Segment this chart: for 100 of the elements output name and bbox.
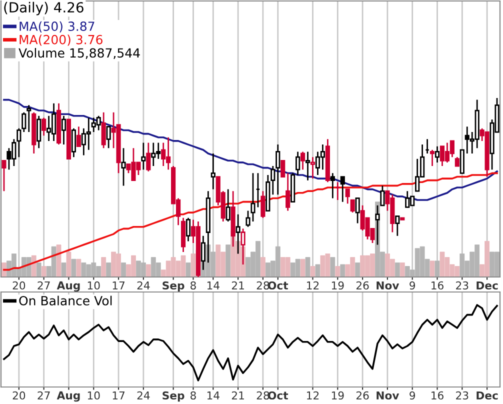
bar: [71, 258, 76, 277]
candlestick: [210, 152, 216, 190]
x-tick-label: 16: [432, 281, 444, 290]
candlestick: [36, 115, 42, 149]
candlestick: [355, 198, 360, 224]
bar: [430, 260, 435, 277]
candlestick: [296, 151, 300, 176]
x-tick-label: 23: [456, 281, 468, 290]
x-tick-label: 9: [410, 391, 416, 400]
bar: [340, 264, 346, 277]
candlestick: [266, 174, 270, 212]
x-tick-label: 16: [432, 391, 444, 400]
bar: [186, 262, 191, 277]
candlestick: [76, 126, 81, 148]
candlestick: [66, 118, 72, 160]
x-tick-label: 20: [12, 391, 26, 400]
bar: [146, 264, 151, 277]
candlestick: [335, 181, 340, 201]
legend-label: On Balance Vol: [19, 296, 112, 306]
x-tick-label: 28: [256, 391, 270, 400]
candlestick: [186, 217, 191, 242]
x-tick-label: Sep: [162, 391, 184, 402]
bar: [305, 257, 310, 277]
candlestick: [26, 104, 32, 133]
x-tick-label: 10: [88, 391, 100, 400]
x-tick-label: Dec: [476, 392, 498, 400]
candlestick: [246, 210, 250, 228]
x-tick-label: 12: [307, 391, 319, 400]
bar: [101, 257, 106, 277]
candlestick: [42, 116, 46, 136]
x-tick-label: 26: [356, 391, 369, 400]
x-tick-label: 24: [137, 281, 150, 290]
candlestick: [16, 128, 22, 158]
x-tick-label: Aug: [56, 281, 80, 292]
legend-label: Volume 15,887,544: [18, 48, 140, 59]
chart-title: (Daily) 4.26: [4, 2, 84, 16]
candlestick: [250, 172, 256, 222]
x-tick-label: 27: [38, 391, 50, 400]
bar: [36, 262, 42, 277]
candlestick: [280, 160, 286, 178]
x-tick-label: 14: [207, 392, 220, 400]
candlestick: [425, 138, 430, 154]
x-tick-label: 12: [307, 281, 319, 290]
x-tick-label: Aug: [56, 391, 80, 402]
legend-label: MA(50) 3.87: [20, 21, 94, 32]
x-tick-label: 20: [12, 281, 26, 290]
bar: [2, 262, 6, 277]
candlestick: [270, 165, 276, 196]
x-tick-label: Oct: [268, 281, 288, 290]
candlestick: [325, 138, 330, 183]
candlestick: [430, 149, 435, 167]
candlestick: [350, 199, 355, 214]
bar: [121, 262, 126, 277]
candlestick: [121, 147, 126, 186]
x-tick-label: 8: [190, 391, 196, 400]
bar: [106, 262, 112, 277]
x-tick-label: Oct: [268, 391, 288, 400]
x-tick-label: 21: [232, 281, 244, 290]
bar: [400, 262, 405, 277]
bar: [300, 258, 306, 277]
bar: [310, 266, 316, 277]
x-tick-label: 17: [112, 282, 124, 290]
bar: [355, 262, 360, 277]
candlestick: [400, 217, 405, 220]
bar: [434, 260, 440, 277]
candlestick: [61, 115, 66, 146]
x-tick-label: 14: [207, 282, 220, 290]
x-tick-label: 19: [332, 281, 344, 290]
x-tick-label: 9: [410, 281, 416, 290]
candlestick: [434, 146, 440, 164]
candlestick: [180, 217, 186, 253]
x-tick-label: Nov: [376, 282, 400, 290]
x-tick-label: Dec: [476, 282, 498, 290]
bar: [330, 257, 336, 277]
bar: [260, 257, 266, 277]
x-tick-label: Nov: [376, 392, 400, 400]
bar: [315, 264, 320, 277]
candlestick: [141, 142, 146, 170]
candlestick: [256, 172, 260, 208]
x-tick-label: 28: [256, 281, 270, 290]
x-tick-label: 17: [112, 392, 124, 400]
bar: [335, 266, 340, 277]
candlestick: [71, 128, 76, 158]
x-tick-label: 21: [232, 391, 244, 400]
candlestick: [454, 156, 460, 167]
legend-label: MA(200) 3.76: [20, 34, 102, 46]
x-tick-label: 19: [332, 391, 344, 400]
candlestick: [300, 151, 306, 170]
bar: [56, 244, 62, 277]
x-tick-label: 26: [356, 281, 369, 290]
candlestick: [276, 144, 280, 196]
x-tick-label: 24: [137, 391, 150, 400]
candlestick: [22, 112, 26, 133]
candlestick: [32, 112, 36, 154]
bar: [76, 258, 82, 277]
bar: [394, 262, 400, 277]
candlestick: [146, 142, 151, 172]
bar: [61, 262, 66, 277]
candlestick: [56, 102, 62, 146]
x-tick-label: 10: [88, 281, 100, 290]
